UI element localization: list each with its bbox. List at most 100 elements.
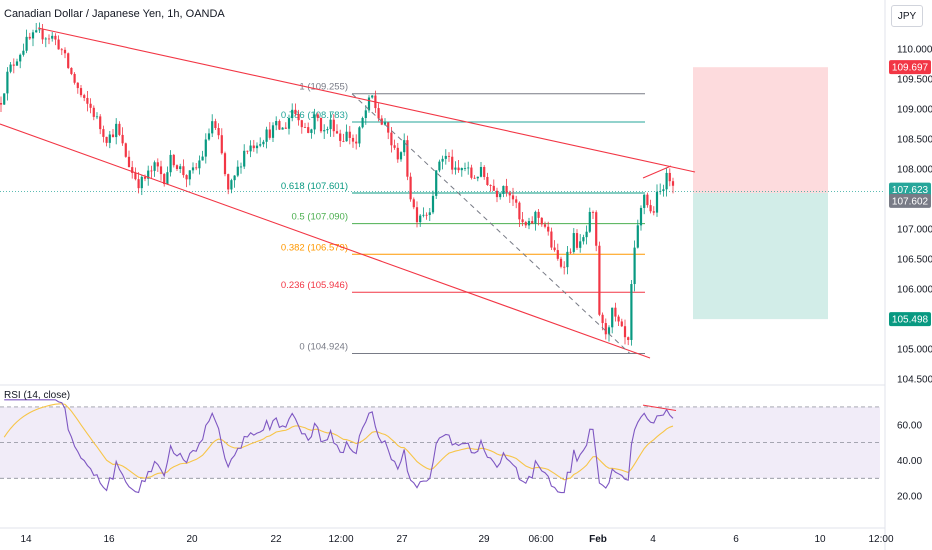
candle-body [57,39,60,50]
candle-body [537,211,540,218]
candle-body [143,176,147,179]
price-tick-label: 104.500 [897,375,932,386]
candle-body [572,233,575,252]
recent-trend-line [642,165,672,179]
candle-body [246,150,249,152]
candle-body [15,61,19,66]
candle-body [588,211,591,232]
fib-level-label: 0.236 (105.946) [281,280,348,291]
candle-body [121,134,124,144]
candle-body [540,217,543,225]
time-tick-label: 06:00 [528,534,553,545]
candle-body [339,133,342,141]
candle-body [483,167,486,177]
candle-body [86,97,89,104]
candle-body [428,212,431,216]
price-label-text: 105.498 [892,315,929,326]
candle-body [579,241,582,248]
time-tick-label: 20 [186,534,198,545]
rsi-band [0,406,880,479]
candle-body [150,170,153,172]
candle-body [476,176,479,179]
candle-body [185,175,188,180]
candle-body [169,154,172,173]
candle-body [233,175,236,181]
candle-body [204,139,207,157]
candle-body [284,127,287,129]
fib-level-label: 0.382 (106.579) [281,242,348,253]
candle-body [108,134,111,143]
candle-body [591,211,595,213]
candle-body [271,125,275,138]
candle-body [556,250,559,259]
candle-body [515,199,518,203]
candle-body [313,114,316,130]
candle-body [47,38,51,40]
candle-body [54,35,57,40]
candle-body [207,133,211,140]
candle-body [505,185,508,193]
candle-body [300,120,303,128]
time-tick-label: 12:00 [868,534,893,545]
candle-body [611,307,614,328]
candle-body [326,129,329,131]
candle-body [643,194,646,208]
price-label-text: 109.697 [892,63,929,74]
candle-body [310,129,313,133]
candle-body [83,95,86,98]
candle-body [617,316,620,322]
candle-body [60,49,63,51]
candle-body [499,193,502,198]
currency-button[interactable]: JPY [891,5,923,27]
candle-body [134,172,137,180]
candle-body [627,337,630,340]
candle-body [115,123,118,138]
candle-body [105,136,108,143]
candle-body [460,168,463,171]
candle-body [563,266,566,268]
candle-body [383,122,387,125]
fib-level-label: 1 (109.255) [299,82,348,93]
candle-body [76,82,79,89]
candle-body [553,247,556,251]
price-label-text: 107.623 [892,185,929,196]
candle-body [479,167,483,177]
candle-body [489,185,492,186]
candle-body [79,88,83,96]
candle-body [188,170,191,180]
candle-body [403,140,406,153]
candle-body [463,168,467,169]
candle-body [118,123,121,135]
candle-body [668,172,671,182]
candle-body [319,117,323,132]
candle-body [566,251,569,268]
candle-body [518,202,521,220]
time-tick-label: 22 [270,534,282,545]
candle-body [377,108,380,119]
candle-body [239,166,243,168]
candle-body [348,131,351,138]
candle-body [201,156,204,161]
candle-body [227,174,230,190]
candle-body [531,221,534,224]
price-tick-label: 109.000 [897,105,932,116]
candle-body [220,135,223,154]
candle-body [399,152,403,160]
candle-body [35,30,38,33]
candle-body [252,145,255,149]
price-tick-label: 110.000 [897,45,932,56]
candle-body [323,130,326,132]
time-tick-label: 29 [478,534,490,545]
candle-body [156,162,159,167]
candle-body [127,156,131,168]
candle-body [262,141,265,145]
candle-body [124,143,127,157]
rsi-tick-label: 40.00 [897,456,922,467]
candle-body [51,35,54,39]
candle-body [652,211,655,213]
candle-body [19,54,22,62]
candle-body [70,67,73,74]
candle-body [607,327,611,335]
candle-body [438,161,441,171]
